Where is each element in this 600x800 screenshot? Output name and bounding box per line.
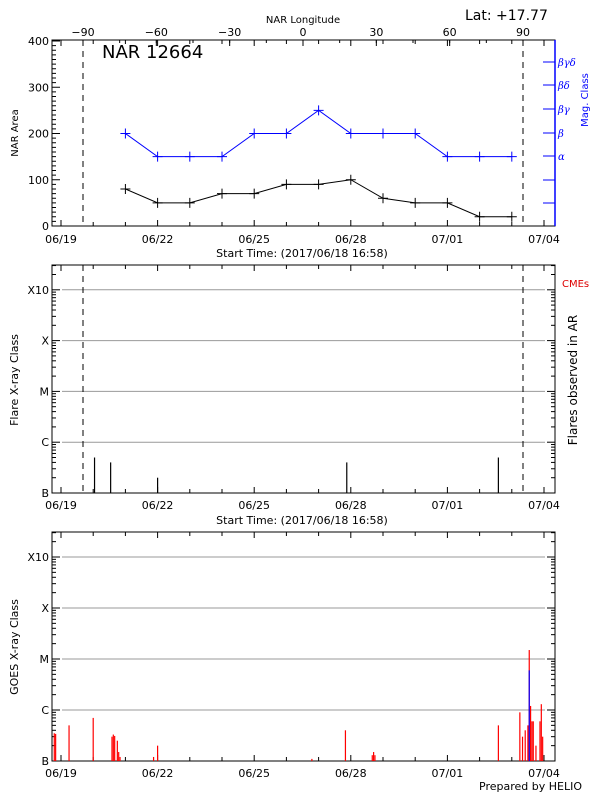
x-tick-label: 06/25 (238, 233, 270, 246)
y-axis-title: GOES X-ray Class (8, 599, 21, 695)
y-tick-label: 400 (28, 35, 49, 48)
goes-xray-panel: B C M X X10 06/19 06/22 06/25 06/28 07/01 07/04 GOE… (8, 531, 560, 780)
mag-class-label: βγ (557, 105, 570, 116)
longitude-tick-label: −60 (145, 26, 168, 39)
region-title: NAR 12664 (102, 42, 203, 63)
longitude-tick-label: 60 (443, 26, 457, 39)
y-tick-label: 0 (42, 220, 49, 233)
mag-class-label: α (558, 152, 565, 163)
x-tick-label: 07/01 (432, 233, 464, 246)
top-axis-title: NAR Longitude (266, 15, 340, 26)
right-axis-title: Flares observed in AR (566, 315, 580, 445)
class-tick-label: M (40, 653, 50, 666)
x-tick-label: 07/04 (528, 499, 560, 512)
x-tick-label: 06/28 (335, 767, 367, 780)
x-tick-label: 06/28 (335, 233, 367, 246)
longitude-tick-label: 90 (516, 26, 530, 39)
class-tick-label: M (40, 385, 50, 398)
y-tick-label: 100 (28, 174, 49, 187)
x-tick-label: 07/04 (528, 233, 560, 246)
class-tick-label: X10 (27, 551, 49, 564)
footer-credit: Prepared by HELIO (479, 780, 582, 793)
longitude-tick-label: 30 (369, 26, 383, 39)
plot-frame (51, 531, 556, 762)
x-tick-label: 06/25 (238, 767, 270, 780)
x-tick-label: 06/19 (45, 499, 77, 512)
x-tick-label: 06/28 (335, 499, 367, 512)
y-axis-title: NAR Area (10, 109, 21, 156)
cme-legend: CMEs (562, 279, 589, 290)
x-tick-label: 07/04 (528, 767, 560, 780)
class-tick-label: C (41, 436, 49, 449)
longitude-tick-label: −90 (71, 26, 94, 39)
y-tick-label: 300 (28, 81, 49, 94)
y-tick-label: 200 (28, 128, 49, 141)
x-tick-label: 06/22 (142, 233, 174, 246)
x-tick-label: 06/25 (238, 499, 270, 512)
class-tick-label: C (41, 704, 49, 717)
nar-area-panel: 0 100 200 300 400 NAR Area −90 −60 −30 0 30 60 90 06/… (10, 26, 591, 246)
x-tick-label: 06/19 (45, 767, 77, 780)
x-tick-label: 06/19 (45, 233, 77, 246)
longitude-tick-label: 0 (300, 26, 307, 39)
y-axis-title: Flare X-ray Class (8, 334, 21, 426)
class-tick-label: X (41, 335, 49, 348)
start-time-label-1: Start Time: (2017/06/18 16:58) (216, 247, 388, 260)
flare-class-panel: B C M X X10 06/19 06/22 06/25 06/28 07/01 07/04 Fla… (8, 264, 589, 512)
mag-class-label: β (557, 129, 564, 140)
x-tick-label: 07/01 (432, 767, 464, 780)
latitude-label: Lat: +17.77 (465, 8, 548, 24)
start-time-label-2: Start Time: (2017/06/18 16:58) (216, 514, 388, 527)
class-tick-label: B (41, 487, 49, 500)
series-line (125, 109, 512, 158)
mag-class-label: βγδ (557, 58, 576, 69)
x-tick-label: 06/22 (142, 767, 174, 780)
class-tick-label: X10 (27, 284, 49, 297)
right-axis-title: Mag. Class (580, 73, 591, 127)
plot-frame (51, 264, 556, 494)
class-tick-label: B (41, 755, 49, 768)
class-tick-label: X (41, 602, 49, 615)
x-tick-label: 07/01 (432, 499, 464, 512)
x-tick-label: 06/22 (142, 499, 174, 512)
mag-class-label: βδ (557, 81, 570, 92)
longitude-tick-label: −30 (218, 26, 241, 39)
